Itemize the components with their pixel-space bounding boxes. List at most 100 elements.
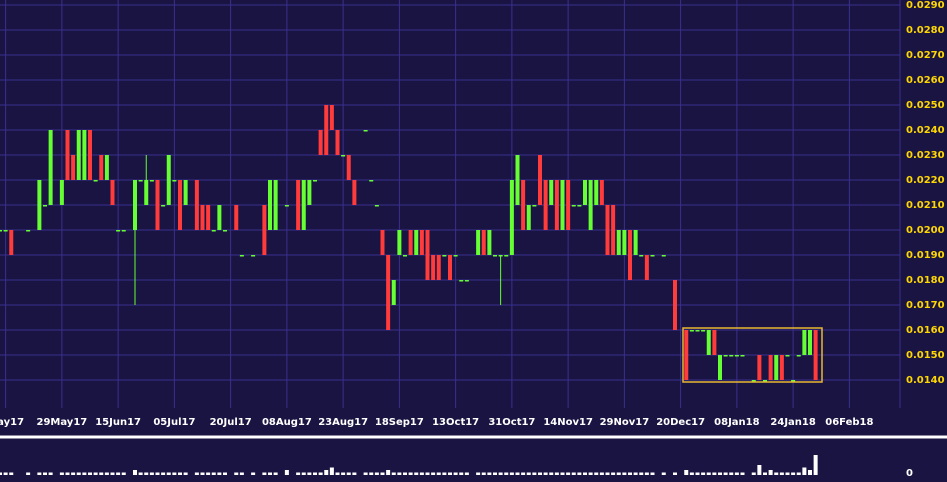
- candle-body: [661, 255, 666, 257]
- volume-bar: [88, 472, 92, 475]
- volume-bar: [718, 472, 722, 475]
- volume-bar: [161, 472, 166, 475]
- volume-bar: [307, 472, 312, 475]
- candle-body: [133, 180, 137, 230]
- x-tick-label: 15Jun17: [95, 417, 141, 428]
- volume-bar: [695, 472, 700, 475]
- candle-body: [673, 280, 677, 330]
- x-tick-label: 14Nov17: [543, 417, 593, 428]
- volume-bar: [785, 472, 790, 475]
- volume-bar: [515, 472, 520, 475]
- volume-bar: [532, 472, 537, 475]
- candle-body: [644, 255, 649, 280]
- candle-body: [774, 355, 779, 380]
- candle-body: [504, 255, 509, 257]
- candle-body: [194, 180, 199, 230]
- candle-body: [414, 230, 419, 255]
- candle-body: [93, 180, 98, 182]
- volume-bar: [104, 472, 109, 475]
- volume-bar: [684, 470, 689, 475]
- volume-bar: [566, 472, 571, 475]
- volume-bar: [706, 472, 711, 475]
- volume-bar: [26, 472, 31, 475]
- volume-bar: [414, 472, 419, 475]
- volume-bar: [273, 472, 278, 475]
- candle-body: [0, 230, 2, 232]
- volume-bar: [37, 472, 42, 475]
- candle-body: [481, 230, 486, 255]
- candle-body: [583, 180, 587, 205]
- volume-bar: [481, 472, 486, 475]
- candle-body: [554, 180, 559, 230]
- candle-body: [498, 255, 503, 257]
- candle-body: [599, 180, 604, 205]
- volume-bar: [493, 472, 497, 475]
- volume-bar: [380, 472, 385, 475]
- candle-body: [391, 280, 396, 305]
- volume-bar: [779, 472, 784, 475]
- candle-body: [307, 180, 312, 205]
- volume-bar: [149, 472, 154, 475]
- candle-body: [689, 330, 694, 332]
- candle-body: [425, 230, 430, 280]
- volume-bar: [329, 467, 334, 475]
- y-tick-label: 0.0290: [906, 0, 945, 11]
- volume-bar: [791, 472, 796, 475]
- candle-body: [734, 355, 739, 357]
- volume-bar: [639, 472, 644, 475]
- candle-body: [172, 180, 177, 182]
- volume-bar: [560, 472, 565, 475]
- volume-bar: [594, 472, 599, 475]
- volume-bar: [577, 472, 582, 475]
- volume-bar: [296, 472, 301, 475]
- volume-bar: [93, 472, 98, 475]
- candle-body: [695, 330, 700, 332]
- volume-bar: [217, 472, 222, 475]
- volume-bar: [268, 472, 272, 475]
- candle-body: [251, 255, 256, 257]
- volume-bar: [751, 472, 756, 475]
- volume-bar: [611, 472, 616, 475]
- y-tick-label: 0.0250: [906, 100, 945, 111]
- volume-bar: [763, 472, 767, 475]
- volume-bar: [650, 472, 655, 475]
- candle-body: [313, 180, 317, 182]
- volume-bar: [121, 472, 126, 475]
- candle-body: [166, 155, 171, 205]
- candle-body: [234, 205, 239, 230]
- candle-body: [9, 230, 14, 255]
- candle-body: [509, 180, 514, 255]
- candle-body: [116, 230, 121, 232]
- volume-bar: [538, 472, 542, 475]
- candle-body: [605, 205, 610, 255]
- x-tick-label: 06Feb18: [825, 417, 873, 428]
- candle-body: [813, 330, 818, 380]
- volume-bar: [369, 472, 374, 475]
- volume-bar: [234, 472, 239, 475]
- volume-bar: [76, 472, 81, 475]
- y-tick-label: 0.0220: [906, 175, 945, 186]
- y-tick-label: 0.0150: [906, 350, 945, 361]
- volume-bar: [211, 472, 216, 475]
- volume-bar: [509, 472, 514, 475]
- y-tick-label: 0.0260: [906, 75, 945, 86]
- volume-bar: [363, 472, 368, 475]
- x-tick-label: 20Dec17: [656, 417, 705, 428]
- candle-body: [363, 130, 368, 132]
- candle-body: [26, 230, 31, 232]
- candle-body: [493, 255, 497, 257]
- candle-body: [419, 230, 424, 255]
- volume-bar: [740, 472, 745, 475]
- candle-body: [262, 205, 267, 255]
- volume-bar: [436, 472, 441, 475]
- volume-bar: [408, 472, 413, 475]
- volume-bar: [251, 472, 256, 475]
- candle-body: [48, 130, 53, 205]
- volume-bar: [82, 472, 87, 475]
- x-tick-label: 29Nov17: [600, 417, 650, 428]
- volume-bar: [0, 472, 2, 475]
- volume-bar: [43, 472, 47, 475]
- candle-body: [611, 205, 616, 255]
- candle-body: [538, 155, 542, 205]
- candle-body: [369, 180, 374, 182]
